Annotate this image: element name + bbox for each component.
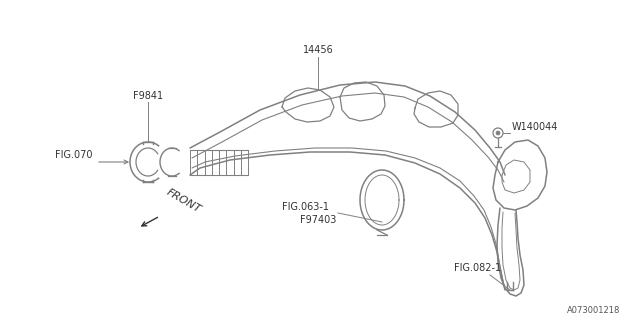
Text: FIG.063-1: FIG.063-1 [282,202,329,212]
Text: F9841: F9841 [133,91,163,101]
Text: A073001218: A073001218 [566,306,620,315]
Text: F97403: F97403 [300,215,337,225]
Circle shape [496,131,500,135]
Text: FRONT: FRONT [165,187,203,215]
Text: FIG.070: FIG.070 [55,150,93,160]
Text: W140044: W140044 [512,122,558,132]
Text: 14456: 14456 [303,45,333,55]
Text: FIG.082-1: FIG.082-1 [454,263,501,273]
